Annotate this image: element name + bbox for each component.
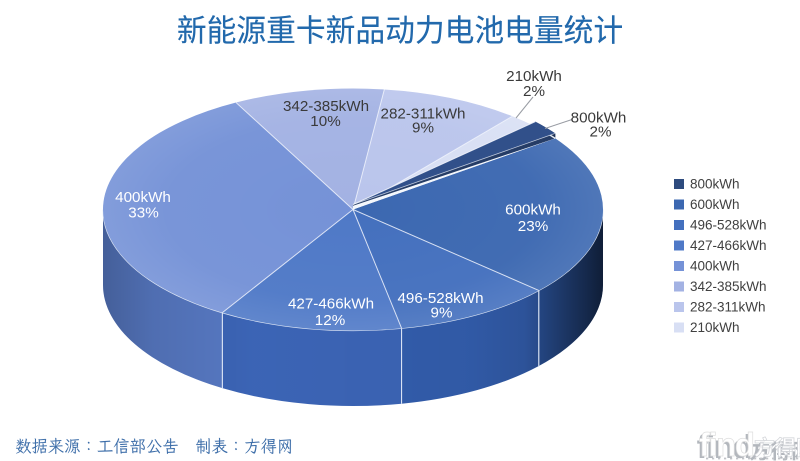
svg-text:800kWh: 800kWh: [571, 109, 627, 126]
svg-text:2%: 2%: [523, 83, 545, 100]
svg-text:9%: 9%: [412, 120, 434, 137]
svg-text:10%: 10%: [310, 113, 340, 130]
svg-text:400kWh: 400kWh: [115, 189, 171, 206]
svg-text:12%: 12%: [315, 312, 345, 329]
svg-text:find: find: [697, 428, 751, 461]
svg-text:282-311kWh: 282-311kWh: [690, 300, 766, 315]
svg-text:210kWh: 210kWh: [506, 68, 562, 85]
svg-text:496-528kWh: 496-528kWh: [690, 218, 767, 233]
svg-text:496-528kWh: 496-528kWh: [397, 290, 483, 307]
svg-text:2%: 2%: [590, 123, 612, 140]
svg-text:23%: 23%: [518, 218, 548, 235]
svg-text:600kWh: 600kWh: [505, 202, 561, 219]
svg-text:342-385kWh: 342-385kWh: [283, 98, 369, 115]
svg-text:9%: 9%: [431, 305, 453, 322]
svg-text:210kWh: 210kWh: [690, 320, 740, 335]
svg-text:342-385kWh: 342-385kWh: [690, 279, 767, 294]
svg-text:427-466kWh: 427-466kWh: [288, 296, 374, 313]
svg-text:400kWh: 400kWh: [690, 259, 740, 274]
svg-text:600kWh: 600kWh: [690, 197, 740, 212]
svg-text:33%: 33%: [128, 205, 158, 222]
svg-text:800kWh: 800kWh: [690, 177, 740, 192]
svg-text:282-311kWh: 282-311kWh: [381, 106, 466, 123]
svg-text:find: find: [699, 426, 753, 461]
svg-text:427-466kWh: 427-466kWh: [690, 238, 767, 253]
